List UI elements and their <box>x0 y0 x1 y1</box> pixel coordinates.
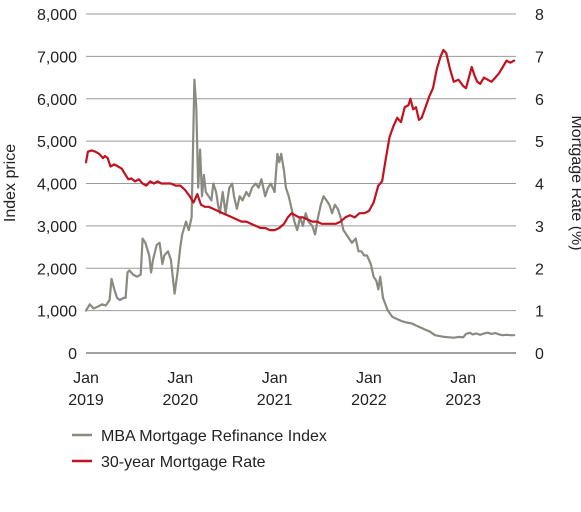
x-tick-year: 2021 <box>257 392 293 409</box>
left-tick-label: 1,000 <box>37 304 77 321</box>
x-axis-ticks: Jan 2019 Jan 2020 Jan 2021 Jan 2022 Jan 2023 <box>68 370 481 409</box>
x-tick-year: 2019 <box>68 392 104 409</box>
x-tick-month: Jan <box>73 370 99 387</box>
left-tick-label: 3,000 <box>37 219 77 236</box>
x-tick-month: Jan <box>167 370 193 387</box>
left-tick-label: 0 <box>68 346 77 363</box>
right-tick-label: 1 <box>535 304 544 321</box>
left-tick-label: 6,000 <box>37 92 77 109</box>
left-tick-label: 7,000 <box>37 49 77 66</box>
series-lines <box>84 48 516 339</box>
right-tick-label: 8 <box>535 7 544 24</box>
right-tick-label: 3 <box>535 219 544 236</box>
right-tick-label: 5 <box>535 134 544 151</box>
right-tick-label: 2 <box>535 261 544 278</box>
right-tick-label: 0 <box>535 346 544 363</box>
left-tick-label: 2,000 <box>37 261 77 278</box>
x-tick-month: Jan <box>450 370 476 387</box>
left-axis-title: Index price <box>2 144 19 222</box>
right-axis-title: Mortgage Rate (%) <box>568 115 581 250</box>
gridlines <box>86 13 516 354</box>
x-tick-year: 2022 <box>351 392 387 409</box>
right-tick-label: 4 <box>535 177 544 194</box>
right-tick-label: 7 <box>535 49 544 66</box>
left-tick-label: 8,000 <box>37 7 77 24</box>
legend-label-refinance-index: MBA Mortgage Refinance Index <box>101 428 327 445</box>
legend-label-mortgage-rate: 30-year Mortgage Rate <box>101 454 266 471</box>
x-tick-year: 2023 <box>445 392 481 409</box>
left-axis-ticks: 0 1,000 2,000 3,000 4,000 5,000 6,000 7,000 8,00… <box>37 7 77 363</box>
x-tick-year: 2020 <box>163 392 199 409</box>
series-line-refinance-index <box>84 78 516 339</box>
series-line-mortgage-rate <box>84 48 516 232</box>
left-tick-label: 4,000 <box>37 177 77 194</box>
left-tick-label: 5,000 <box>37 134 77 151</box>
x-tick-month: Jan <box>262 370 288 387</box>
legend: MBA Mortgage Refinance Index 30-year Mor… <box>72 428 327 471</box>
right-tick-label: 6 <box>535 92 544 109</box>
right-axis-ticks: 0 1 2 3 4 5 6 7 8 <box>535 7 544 363</box>
x-tick-month: Jan <box>356 370 382 387</box>
